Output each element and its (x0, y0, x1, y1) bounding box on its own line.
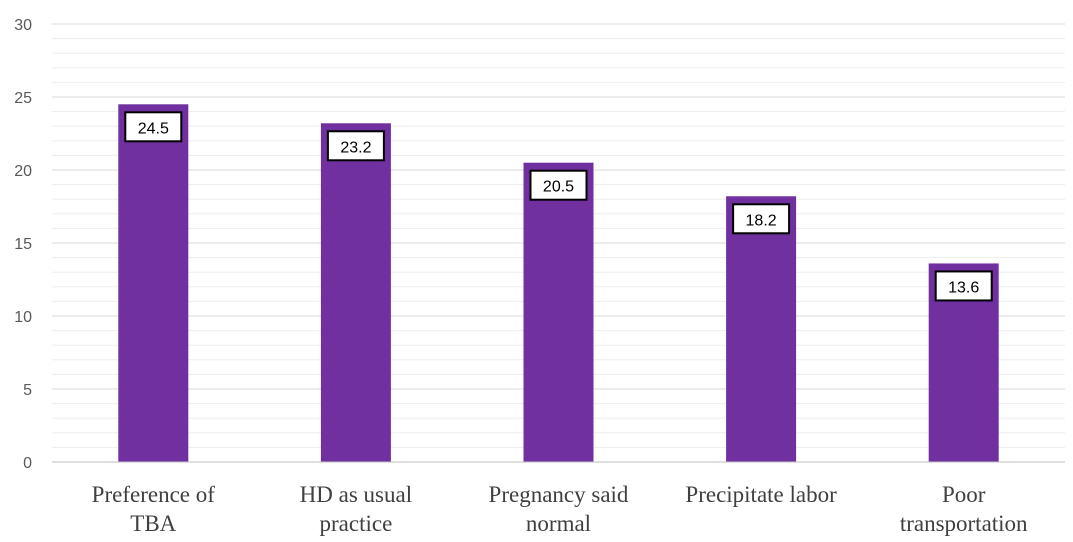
data-label-box (529, 169, 588, 201)
x-tick-label: normal (526, 511, 591, 536)
bar (320, 123, 391, 462)
data-label: 24.5 (138, 120, 169, 137)
y-tick-label: 15 (14, 236, 32, 253)
data-labels: 24.5 23.2 20.5 18.2 13.6 (124, 111, 993, 302)
bars (118, 104, 999, 463)
y-tick-label: 0 (23, 455, 32, 472)
x-axis: Preference of TBA HD as usual practice Pregn… (52, 461, 1065, 536)
bar (726, 196, 797, 462)
y-tick-label: 25 (14, 90, 32, 107)
y-tick-label: 10 (14, 309, 32, 326)
bar (523, 162, 594, 462)
y-tick-label: 20 (14, 163, 32, 180)
data-label: 20.5 (543, 179, 574, 196)
y-tick-label: 30 (14, 17, 32, 34)
x-tick-label: Preference of (92, 482, 216, 507)
bar (118, 104, 189, 463)
x-tick-label: HD as usual (300, 482, 412, 507)
x-tick-label: transportation (900, 511, 1028, 536)
x-tick-label: TBA (130, 511, 176, 536)
data-label-box (124, 111, 183, 143)
y-axis: 0 5 10 15 20 25 30 (14, 17, 32, 472)
x-tick-label: Poor (942, 482, 986, 507)
x-tick-label: practice (320, 511, 393, 536)
x-tick-label: Pregnancy said (489, 482, 629, 507)
data-label-box (934, 270, 993, 302)
data-label: 23.2 (340, 139, 371, 156)
data-label: 13.6 (948, 279, 979, 296)
y-tick-label: 5 (23, 382, 32, 399)
data-label-box (732, 203, 791, 235)
data-label-box (326, 130, 385, 162)
x-tick-label: Precipitate labor (685, 482, 837, 507)
data-label: 18.2 (746, 212, 777, 229)
